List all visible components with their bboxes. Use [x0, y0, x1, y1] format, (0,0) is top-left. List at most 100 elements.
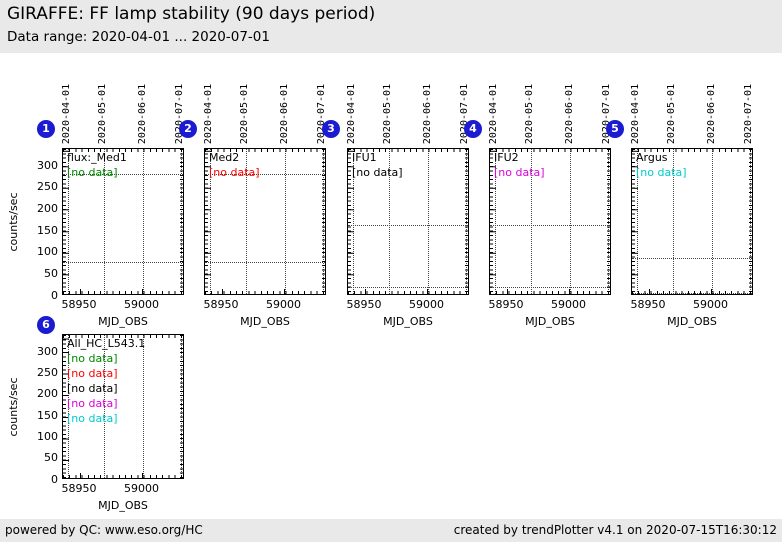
plot-title: flux:_Med1	[67, 151, 127, 164]
x-tick-label: 58950	[203, 298, 239, 311]
threshold-line	[63, 262, 183, 263]
threshold-line	[348, 286, 468, 288]
bottom-major-tick	[569, 289, 570, 294]
plot-labels: IFU1 [no data]	[352, 150, 403, 180]
panel-number-badge: 1	[37, 120, 55, 138]
y-tick-label: 150	[37, 223, 58, 237]
top-axis-date-label: 2020-04-01	[61, 83, 72, 145]
top-axis-date-label: 2020-06-01	[705, 83, 717, 145]
x-axis-title: MJD_OBS	[667, 315, 717, 328]
right-minor-ticks	[465, 149, 468, 294]
bottom-major-tick	[142, 289, 143, 294]
threshold-line	[632, 257, 752, 259]
plot-title: IFU1	[352, 151, 377, 164]
x-tick-label: 59000	[551, 298, 586, 311]
top-axis-date-label: 2020-05-01	[666, 83, 677, 145]
date-gridline	[428, 149, 429, 294]
plot-labels: Med2 [no data]	[209, 150, 260, 180]
plot-labels: flux:_Med1 [no data]	[67, 150, 127, 180]
date-gridline	[103, 149, 105, 294]
top-axis-date-label: 2020-06-01	[563, 83, 575, 145]
panel-number-badge: 6	[37, 316, 55, 334]
x-axis-title: MJD_OBS	[383, 315, 433, 328]
y-tick-label: 50	[44, 266, 58, 280]
x-axis-title: MJD_OBS	[525, 315, 575, 328]
bottom-major-tick	[80, 289, 81, 294]
y-tick-label: 100	[37, 429, 58, 443]
no-data-label: [no data]	[636, 166, 687, 179]
x-axis-title: MJD_OBS	[98, 499, 148, 512]
y-tick-label: 100	[37, 245, 58, 259]
top-axis-date-label: 2020-07-01	[743, 83, 754, 145]
bottom-major-tick	[80, 473, 81, 478]
bottom-minor-ticks	[632, 291, 752, 294]
x-tick-label: 59000	[693, 298, 728, 311]
right-minor-ticks	[322, 149, 325, 294]
threshold-line	[490, 224, 610, 226]
bottom-minor-ticks	[490, 291, 610, 294]
threshold-line	[63, 173, 183, 175]
date-gridline	[143, 335, 144, 478]
date-gridline	[672, 149, 674, 294]
plot-box: Argus [no data]	[631, 148, 753, 295]
right-minor-ticks	[749, 149, 752, 294]
date-gridline	[103, 335, 105, 478]
bottom-major-tick	[222, 289, 223, 294]
plot-panel-6: 6 counts/sec 300 250 200 150 100 50 0 Al…	[7, 316, 184, 512]
bottom-major-tick	[365, 289, 366, 294]
x-tick-label: 58950	[61, 298, 97, 311]
top-axis-date-label: 2020-04-01	[630, 83, 641, 145]
plot-title: Argus	[636, 151, 668, 164]
threshold-line	[205, 262, 325, 263]
no-data-label: [no data]	[67, 166, 118, 179]
right-minor-ticks	[180, 149, 183, 294]
panel-number-badge: 2	[179, 120, 197, 138]
date-gridline	[143, 149, 144, 294]
plot-labels: Argus [no data]	[636, 150, 687, 180]
y-tick-label: 250	[37, 180, 58, 194]
date-gridline	[712, 149, 713, 294]
no-data-label: [no data]	[67, 397, 118, 410]
bottom-major-tick	[427, 289, 428, 294]
top-axis-date-label: 2020-05-01	[97, 83, 108, 145]
top-minor-ticks	[490, 149, 610, 152]
y-tick-label: 0	[51, 472, 58, 486]
left-major-ticks	[490, 149, 496, 294]
no-data-label: [no data]	[67, 412, 118, 425]
header-bar: GIRAFFE: FF lamp stability (90 days peri…	[0, 0, 782, 53]
date-gridline	[570, 149, 571, 294]
x-tick-label: 59000	[124, 298, 159, 311]
left-major-ticks	[632, 149, 638, 294]
bottom-major-tick	[284, 289, 285, 294]
x-axis-title: MJD_OBS	[240, 315, 290, 328]
top-minor-ticks	[348, 149, 468, 152]
page-title: GIRAFFE: FF lamp stability (90 days peri…	[7, 4, 376, 24]
top-minor-ticks	[63, 335, 183, 338]
threshold-line	[490, 286, 610, 288]
plot-panel-3: 3 2020-04-01 2020-05-01 2020-06-01 2020-…	[322, 84, 470, 328]
plot-box: flux:_Med1 [no data]	[62, 148, 184, 295]
left-major-ticks	[348, 149, 354, 294]
x-tick-label: 59000	[124, 482, 159, 495]
top-minor-ticks	[632, 149, 752, 152]
plot-panel-4: 4 2020-04-01 2020-05-01 2020-06-01 2020-…	[464, 84, 612, 328]
y-tick-label: 0	[51, 288, 58, 302]
date-gridline	[245, 149, 247, 294]
top-minor-ticks	[205, 149, 325, 152]
panel-number-badge: 4	[464, 120, 482, 138]
x-tick-label: 58950	[346, 298, 382, 311]
data-range-subtitle: Data range: 2020-04-01 ... 2020-07-01	[7, 29, 270, 45]
x-tick-label: 58950	[488, 298, 524, 311]
top-axis-date-label: 2020-05-01	[524, 83, 535, 145]
top-minor-ticks	[63, 149, 183, 152]
right-minor-ticks	[607, 149, 610, 294]
plot-box: Med2 [no data]	[204, 148, 326, 295]
no-data-label: [no data]	[494, 166, 545, 179]
y-tick-label: 200	[37, 202, 58, 215]
date-gridline	[530, 149, 532, 294]
x-tick-label: 59000	[409, 298, 444, 311]
bottom-major-tick	[142, 473, 143, 478]
plot-box: IFU1 [no data]	[347, 148, 469, 295]
right-minor-ticks	[180, 335, 183, 478]
x-tick-label: 59000	[266, 298, 301, 311]
